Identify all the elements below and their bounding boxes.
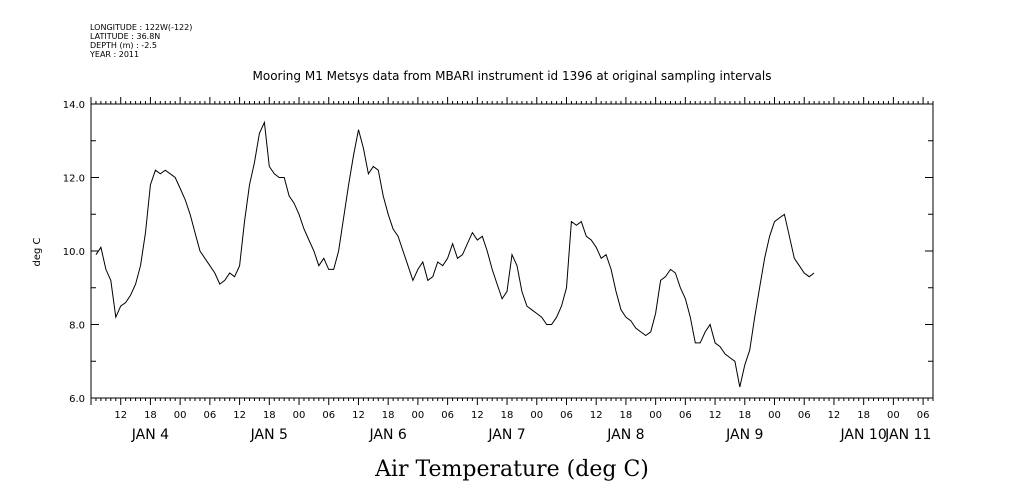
x-hour-label: 18 xyxy=(620,410,633,421)
y-tick-label: 10.0 xyxy=(63,247,85,258)
y-tick-label: 14.0 xyxy=(63,100,85,111)
y-axis-label: deg C xyxy=(32,237,43,266)
x-hour-label: 18 xyxy=(382,410,395,421)
chart-title: Mooring M1 Metsys data from MBARI instru… xyxy=(253,69,772,83)
y-tick-label: 8.0 xyxy=(69,321,85,332)
x-hour-label: 18 xyxy=(501,410,514,421)
x-hour-label: 00 xyxy=(649,410,662,421)
x-hour-label: 12 xyxy=(590,410,603,421)
x-axis-title: Air Temperature (deg C) xyxy=(374,457,649,482)
x-hour-label: 06 xyxy=(441,410,454,421)
x-hour-label: 06 xyxy=(322,410,335,421)
x-day-label: JAN 11 xyxy=(884,427,931,443)
x-day-label: JAN 7 xyxy=(487,427,525,443)
x-hour-label: 06 xyxy=(679,410,692,421)
x-hour-label: 00 xyxy=(174,410,187,421)
longitude-label: LONGITUDE : 122W(-122) xyxy=(90,23,192,32)
x-hour-label: 12 xyxy=(471,410,484,421)
x-hour-label: 12 xyxy=(114,410,127,421)
x-hour-label: 18 xyxy=(263,410,276,421)
x-hour-label: 06 xyxy=(204,410,217,421)
x-hour-label: 12 xyxy=(233,410,246,421)
x-hour-label: 00 xyxy=(293,410,306,421)
x-day-label: JAN 4 xyxy=(131,427,169,443)
x-day-label: JAN 5 xyxy=(250,427,288,443)
x-hour-label: 00 xyxy=(412,410,425,421)
x-hour-label: 06 xyxy=(798,410,811,421)
x-hour-label: 18 xyxy=(144,410,157,421)
x-hour-label: 00 xyxy=(768,410,781,421)
x-hour-label: 06 xyxy=(917,410,930,421)
x-hour-label: 12 xyxy=(352,410,365,421)
x-hour-label: 12 xyxy=(709,410,722,421)
year-label: YEAR : 2011 xyxy=(89,50,139,59)
x-hour-label: 18 xyxy=(857,410,870,421)
temperature-line xyxy=(95,120,815,388)
ticks-layer xyxy=(90,97,934,405)
x-hour-label: 06 xyxy=(560,410,573,421)
x-hour-label: 18 xyxy=(738,410,751,421)
latitude-label: LATITUDE : 36.8N xyxy=(90,32,160,41)
x-hour-label: 00 xyxy=(887,410,900,421)
y-tick-label: 6.0 xyxy=(69,394,85,405)
x-day-label: JAN 10 xyxy=(840,427,887,443)
x-day-label: JAN 9 xyxy=(725,427,763,443)
x-hour-label: 00 xyxy=(530,410,543,421)
depth-label: DEPTH (m) : -2.5 xyxy=(90,41,157,50)
plot-frame xyxy=(90,103,934,399)
series-layer xyxy=(95,120,815,388)
x-day-label: JAN 8 xyxy=(606,427,644,443)
labels-layer: 6.0 8.0 10.0 12.0 14.0 12 18 00 06 12 18 00 06 12 18 00… xyxy=(63,100,932,443)
x-day-label: JAN 6 xyxy=(369,427,407,443)
x-hour-label: 12 xyxy=(828,410,841,421)
y-tick-label: 12.0 xyxy=(63,174,85,185)
